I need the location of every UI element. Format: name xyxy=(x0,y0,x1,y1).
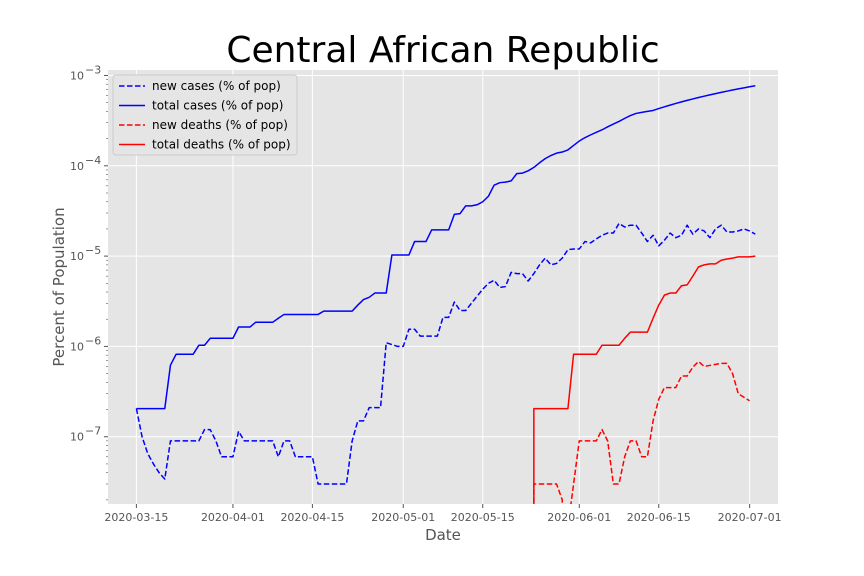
chart-title: Central African Republic xyxy=(226,30,659,71)
y-axis-ticks: 10−710−610−510−410−3 xyxy=(70,63,108,501)
series-line-3 xyxy=(533,255,756,504)
y-tick-label: 10 xyxy=(70,160,84,173)
legend-box xyxy=(112,74,298,156)
y-tick-exponent: −6 xyxy=(85,334,101,347)
series-line-2 xyxy=(533,360,751,504)
y-tick-base: 10 xyxy=(70,250,84,263)
y-tick-base: 10 xyxy=(70,431,84,444)
x-axis-title: Date xyxy=(425,526,461,544)
series-group xyxy=(135,84,756,504)
y-tick-base: 10 xyxy=(70,340,84,353)
x-tick-label: 2020-06-15 xyxy=(627,511,691,524)
gridlines xyxy=(108,70,778,504)
x-tick-label: 2020-04-01 xyxy=(201,511,265,524)
x-tick-label: 2020-03-15 xyxy=(104,511,168,524)
x-tick-label: 2020-05-15 xyxy=(451,511,515,524)
series-line-1 xyxy=(136,84,756,410)
x-tick-label: 2020-07-01 xyxy=(718,511,782,524)
x-axis-ticks: 2020-03-15 2020-04-01 2020-04-15 2020-05-01… xyxy=(104,504,782,524)
legend-label: total cases (% of pop) xyxy=(152,99,283,113)
y-tick-label: 10 xyxy=(70,340,84,353)
legend-label: new deaths (% of pop) xyxy=(152,118,288,132)
y-axis-title: Percent of Population xyxy=(50,207,68,366)
y-tick-base: 10 xyxy=(70,160,84,173)
x-tick-label: 2020-06-01 xyxy=(547,511,611,524)
legend: new cases (% of pop) total cases (% of po… xyxy=(112,74,298,156)
legend-label: total deaths (% of pop) xyxy=(152,138,291,152)
y-tick-exponent: −7 xyxy=(85,425,101,438)
series-line-0 xyxy=(135,222,756,485)
y-tick-base: 10 xyxy=(70,69,84,82)
y-tick-label: 10 xyxy=(70,250,84,263)
legend-label: new cases (% of pop) xyxy=(152,79,281,93)
y-tick-exponent: −4 xyxy=(85,154,101,167)
x-tick-label: 2020-05-01 xyxy=(371,511,435,524)
y-tick-label: 10 xyxy=(70,431,84,444)
y-tick-exponent: −5 xyxy=(85,244,101,257)
x-tick-label: 2020-04-15 xyxy=(280,511,344,524)
y-tick-label: 10 xyxy=(70,69,84,82)
y-tick-exponent: −3 xyxy=(85,63,101,76)
